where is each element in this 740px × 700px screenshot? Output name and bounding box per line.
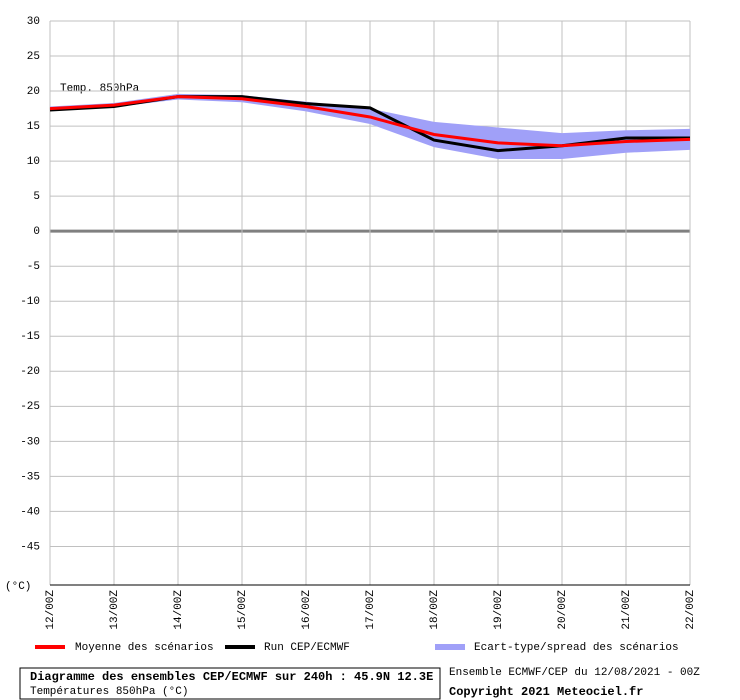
footer-copyright: Copyright 2021 Meteociel.fr [449, 685, 643, 699]
y-tick-label: -40 [20, 506, 40, 518]
y-tick-label: -5 [27, 261, 40, 273]
y-tick-label: 5 [33, 191, 40, 203]
y-tick-label: -10 [20, 296, 40, 308]
y-tick-label: -30 [20, 436, 40, 448]
x-tick-label: 15/00Z [237, 590, 249, 630]
y-tick-label: 15 [27, 121, 40, 133]
x-tick-label: 13/00Z [109, 590, 121, 630]
x-tick-label: 16/00Z [301, 590, 313, 630]
x-tick-label: 20/00Z [557, 590, 569, 630]
y-tick-label: -35 [20, 471, 40, 483]
y-tick-label: -15 [20, 331, 40, 343]
y-unit: (°C) [5, 581, 31, 593]
y-tick-label: 25 [27, 51, 40, 63]
footer-box [19, 667, 441, 700]
x-tick-label: 18/00Z [429, 590, 441, 630]
footer-subtitle: Températures 850hPa (°C) [30, 686, 188, 698]
x-tick-label: 21/00Z [621, 590, 633, 630]
legend-label: Run CEP/ECMWF [264, 642, 350, 654]
y-tick-label: -25 [20, 401, 40, 413]
x-tick-label: 19/00Z [493, 590, 505, 630]
x-tick-label: 22/00Z [685, 590, 697, 630]
x-tick-label: 14/00Z [173, 590, 185, 630]
footer-run: Ensemble ECMWF/CEP du 12/08/2021 - 00Z [449, 667, 700, 679]
x-tick-label: 12/00Z [45, 590, 57, 630]
y-tick-label: 20 [27, 86, 40, 98]
y-tick-label: 0 [33, 226, 40, 238]
annotation: Temp. 850hPa [60, 83, 140, 95]
spread-area [50, 93, 690, 160]
y-tick-label: -20 [20, 366, 40, 378]
footer-title: Diagramme des ensembles CEP/ECMWF sur 24… [30, 670, 433, 684]
x-tick-label: 17/00Z [365, 590, 377, 630]
y-tick-label: 30 [27, 16, 40, 28]
legend-label: Moyenne des scénarios [75, 642, 214, 654]
y-tick-label: -45 [20, 541, 40, 553]
legend-label: Ecart-type/spread des scénarios [474, 642, 679, 654]
series-line [49, 95, 691, 148]
y-tick-label: 10 [27, 156, 40, 168]
